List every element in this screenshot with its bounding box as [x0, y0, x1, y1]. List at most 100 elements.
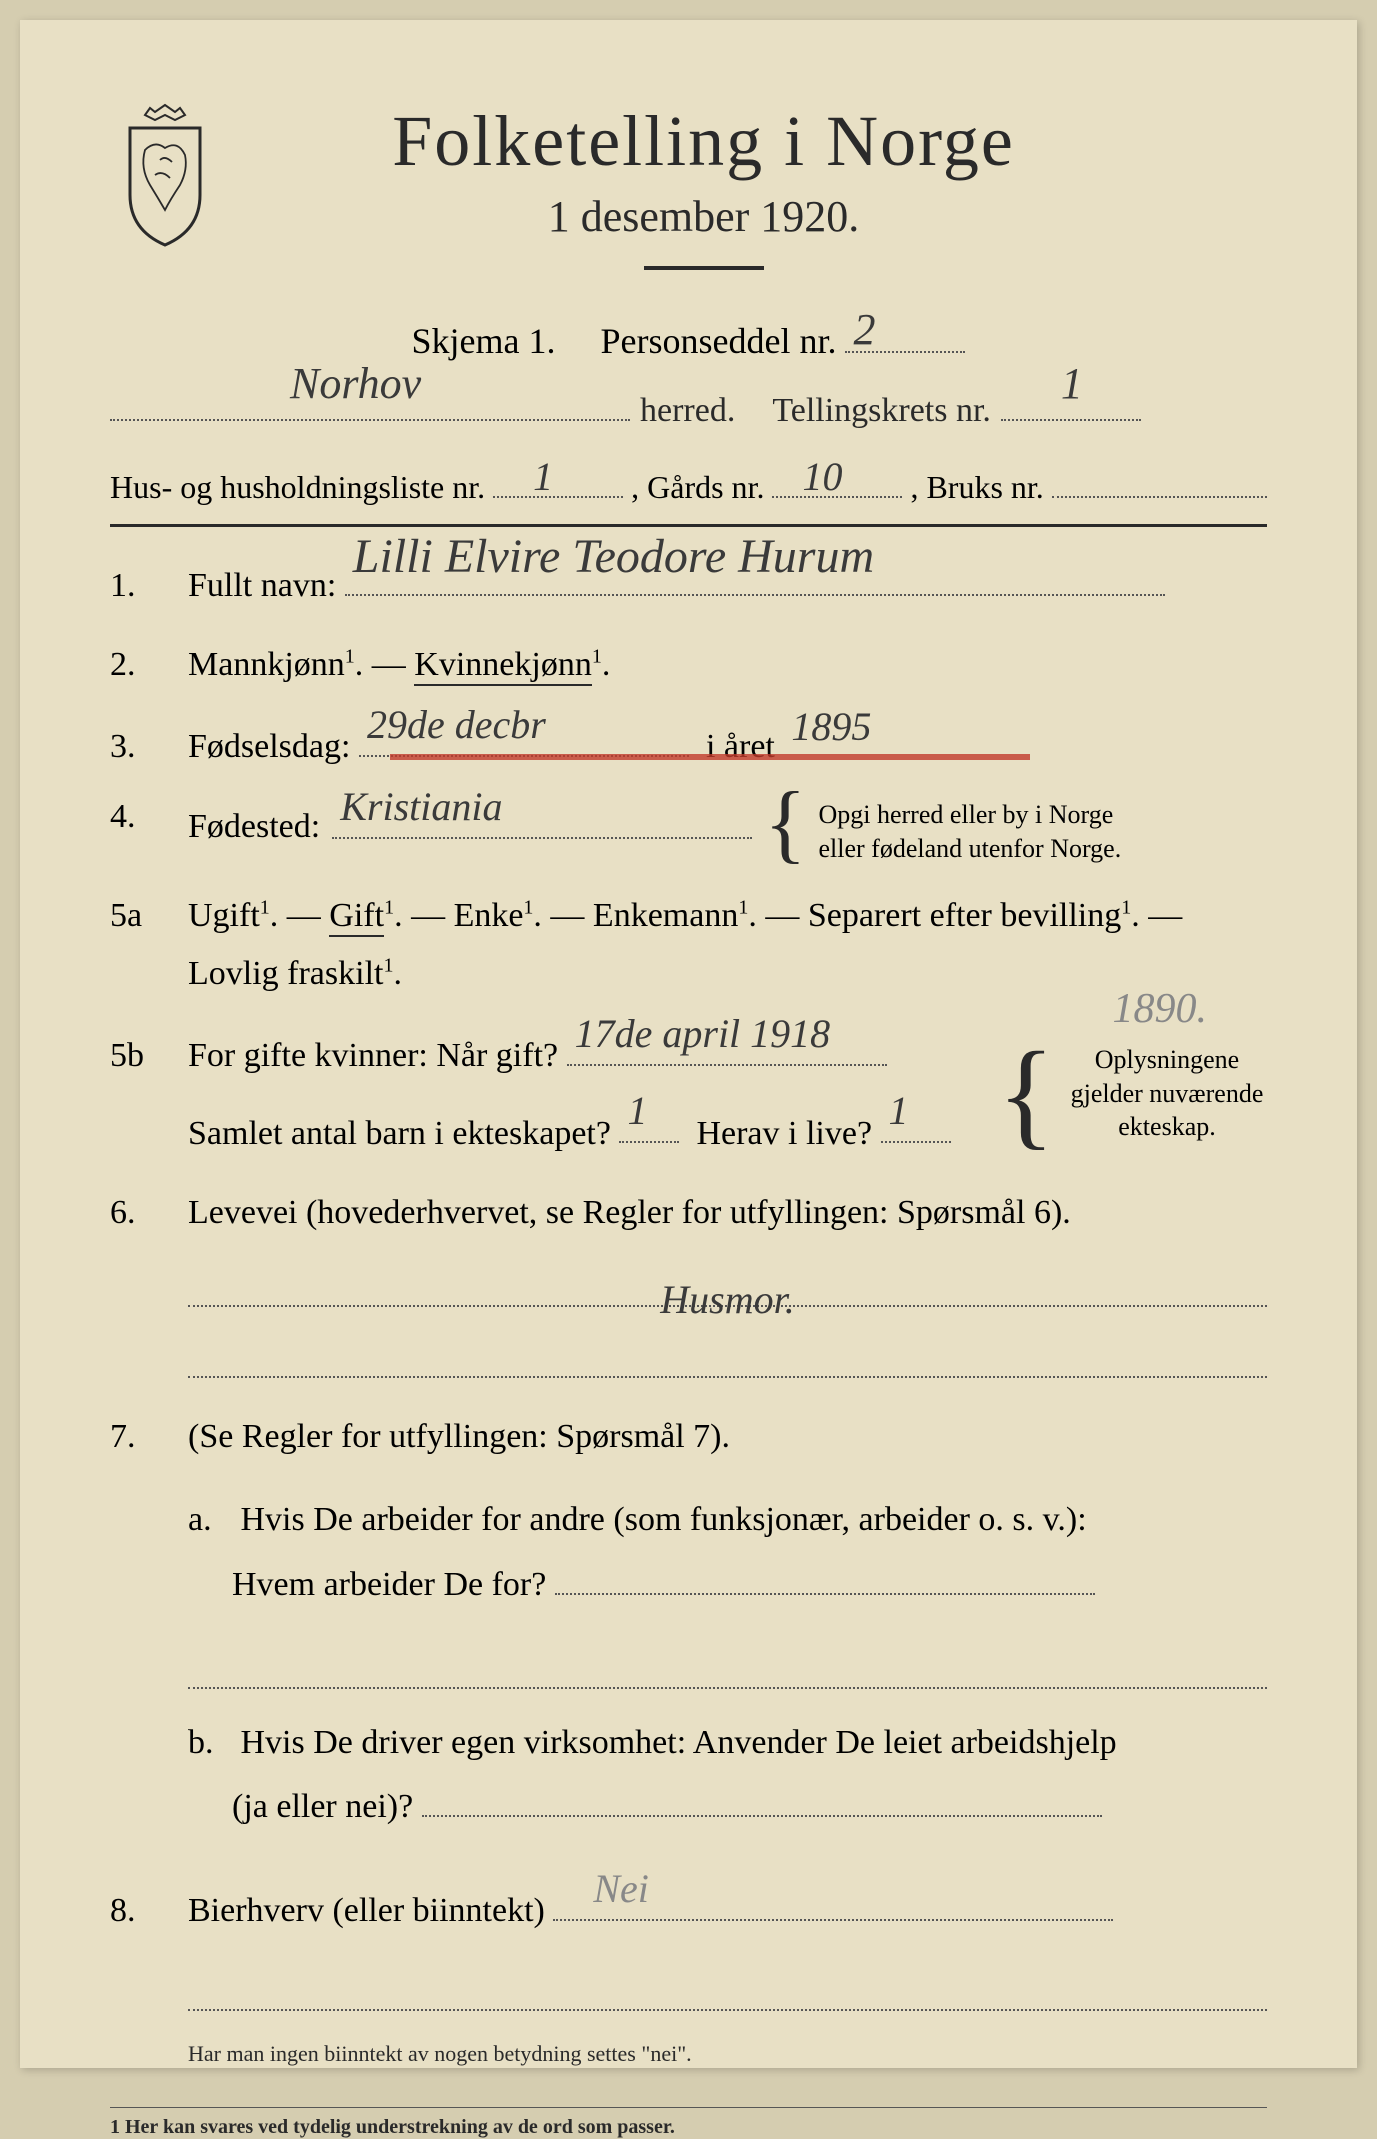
- q4-note1: Opgi herred eller by i Norge: [818, 798, 1121, 832]
- personseddel-label: Personseddel nr.: [601, 321, 837, 361]
- q4-note2: eller fødeland utenfor Norge.: [818, 832, 1121, 866]
- krets-field: 1: [1001, 380, 1141, 421]
- q2-row: 2. Mannkjønn1. — Kvinnekjønn1.: [110, 636, 1267, 694]
- q6-value: Husmor.: [660, 1277, 794, 1322]
- husliste-value: 1: [533, 453, 553, 500]
- title-rule: [644, 266, 764, 270]
- personseddel-nr-value: 2: [853, 304, 875, 355]
- q5b-num: 5b: [110, 1037, 170, 1075]
- q7a-field: [555, 1554, 1095, 1595]
- q6-label: Levevei (hovederhvervet, se Regler for u…: [188, 1194, 1071, 1231]
- q3-day-value: 29de decbr: [367, 691, 546, 759]
- q7-row: 7. (Se Regler for utfyllingen: Spørsmål …: [110, 1408, 1267, 1858]
- q2-num: 2.: [110, 646, 170, 684]
- q4-num: 4.: [110, 798, 170, 836]
- q4-value: Kristiania: [340, 773, 502, 841]
- margin-note-1890: 1890.: [1113, 985, 1208, 1033]
- krets-label: Tellingskrets nr.: [772, 380, 991, 441]
- q5a-opt0: Ugift: [188, 897, 260, 934]
- q5b-note3: ekteskap.: [1067, 1110, 1267, 1144]
- q7b-field: [422, 1777, 1102, 1818]
- q5b-label2: Samlet antal barn i ekteskapet?: [188, 1114, 611, 1151]
- census-form-page: Folketelling i Norge 1 desember 1920. Sk…: [20, 20, 1357, 2068]
- q3-year-field: 1895: [783, 716, 983, 757]
- gards-value: 10: [802, 453, 842, 500]
- q7-label: (Se Regler for utfyllingen: Spørsmål 7).: [188, 1418, 730, 1455]
- q5b-label3: Herav i live?: [696, 1114, 872, 1151]
- coat-of-arms-icon: [110, 100, 220, 250]
- q6-blank-line: [188, 1331, 1267, 1379]
- q5a-line2: Lovlig fraskilt: [188, 955, 383, 992]
- q5b-barn-value: 1: [627, 1077, 647, 1145]
- q5b-live-value: 1: [889, 1077, 909, 1145]
- q1-num: 1.: [110, 567, 170, 605]
- husliste-label: Hus- og husholdningsliste nr.: [110, 469, 485, 506]
- q2-period: .: [602, 646, 611, 683]
- q1-field: Lilli Elvire Teodore Hurum: [345, 555, 1165, 596]
- q5a-opt2: Enke: [454, 897, 524, 934]
- q7-num: 7.: [110, 1418, 170, 1456]
- red-strike-line: [390, 754, 1030, 760]
- footnote-bottom: 1 Her kan svares ved tydelig understrekn…: [110, 2107, 1267, 2139]
- krets-value: 1: [1061, 344, 1083, 423]
- q7a-letter: a.: [188, 1488, 232, 1553]
- q5a-opt4: Separert efter bevilling: [808, 897, 1121, 934]
- q5b-gift-value: 17de april 1918: [575, 1000, 831, 1068]
- q5b-barn-field: 1: [619, 1103, 679, 1144]
- brace-icon: {: [764, 798, 806, 851]
- q7a-line2: Hvem arbeider De for?: [232, 1566, 546, 1603]
- q2-opt2: Kvinnekjønn: [414, 646, 592, 686]
- q6-field: Husmor.: [188, 1266, 1267, 1307]
- q2-opt1: Mannkjønn: [188, 646, 345, 683]
- footnote-mid: Har man ingen biinntekt av nogen betydni…: [188, 2041, 1267, 2067]
- main-title: Folketelling i Norge: [250, 100, 1157, 183]
- gards-label: , Gårds nr.: [631, 469, 764, 506]
- q5b-note: Oplysningene gjelder nuværende ekteskap.: [1067, 1043, 1267, 1144]
- q8-row: 8. Bierhverv (eller biinntekt) Nei: [110, 1880, 1267, 2011]
- q4-row: 4. Fødested: Kristiania { Opgi herred el…: [110, 798, 1267, 866]
- herred-field: Norhov: [110, 380, 630, 421]
- q6-num: 6.: [110, 1194, 170, 1232]
- q6-row: 6. Levevei (hovederhvervet, se Regler fo…: [110, 1184, 1267, 1378]
- q8-label: Bierhverv (eller biinntekt): [188, 1892, 545, 1929]
- q5b-note2: gjelder nuværende: [1067, 1077, 1267, 1111]
- q7a-blank-line: [188, 1641, 1267, 1689]
- q3-row: 3. Fødselsdag: 29de decbr i året 1895: [110, 716, 1267, 776]
- q4-label: Fødested:: [188, 798, 320, 856]
- q8-field: Nei: [553, 1880, 1113, 1921]
- q1-label: Fullt navn:: [188, 567, 336, 604]
- hus-line: Hus- og husholdningsliste nr. 1 , Gårds …: [110, 459, 1267, 505]
- gards-field: 10: [772, 459, 902, 497]
- q5a-opt1: Gift: [329, 897, 384, 937]
- q3-day-field: 29de decbr: [359, 716, 689, 757]
- q5a-num: 5a: [110, 897, 170, 935]
- subtitle: 1 desember 1920.: [250, 191, 1157, 242]
- skjema-line: Skjema 1. Personseddel nr. 2: [110, 310, 1267, 362]
- q4-field: Kristiania: [332, 798, 752, 839]
- q5b-gift-field: 17de april 1918: [567, 1025, 887, 1066]
- q2-dash: —: [372, 646, 415, 683]
- q8-value: Nei: [593, 1855, 649, 1923]
- herred-line: Norhov herred. Tellingskrets nr. 1: [110, 380, 1267, 441]
- skjema-label: Skjema 1.: [412, 321, 556, 361]
- q5b-live-field: 1: [881, 1103, 951, 1144]
- q4-note: Opgi herred eller by i Norge eller fødel…: [818, 798, 1121, 866]
- q7b-letter: b.: [188, 1711, 232, 1776]
- q1-value: Lilli Elvire Teodore Hurum: [353, 516, 874, 598]
- q8-blank-line: [188, 1964, 1267, 2012]
- q5a-opt3: Enkemann: [593, 897, 738, 934]
- q7b-line2: (ja eller nei)?: [232, 1788, 413, 1825]
- q3-num: 3.: [110, 728, 170, 766]
- header: Folketelling i Norge 1 desember 1920.: [110, 100, 1267, 300]
- q1-row: 1. Fullt navn: Lilli Elvire Teodore Huru…: [110, 555, 1267, 615]
- q5a-row: 5a Ugift1. — Gift1. — Enke1. — Enkemann1…: [110, 887, 1267, 1003]
- herred-value: Norhov: [290, 344, 421, 423]
- bruks-field: [1052, 459, 1267, 497]
- q7b-line1: Hvis De driver egen virksomhet: Anvender…: [241, 1724, 1117, 1761]
- q7a-line1: Hvis De arbeider for andre (som funksjon…: [241, 1501, 1087, 1538]
- brace-icon-2: {: [997, 1058, 1055, 1130]
- q3-year-value: 1895: [791, 693, 871, 761]
- bruks-label: , Bruks nr.: [910, 469, 1043, 506]
- personseddel-nr-field: 2: [845, 310, 965, 353]
- husliste-field: 1: [493, 459, 623, 497]
